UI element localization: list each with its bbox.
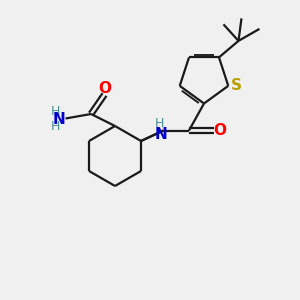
- Text: H: H: [51, 120, 61, 133]
- Text: S: S: [231, 78, 242, 93]
- Text: H: H: [154, 117, 164, 130]
- Text: N: N: [155, 127, 167, 142]
- Text: O: O: [213, 123, 226, 138]
- Text: H: H: [51, 105, 61, 119]
- Text: O: O: [98, 81, 111, 96]
- Text: N: N: [52, 112, 65, 127]
